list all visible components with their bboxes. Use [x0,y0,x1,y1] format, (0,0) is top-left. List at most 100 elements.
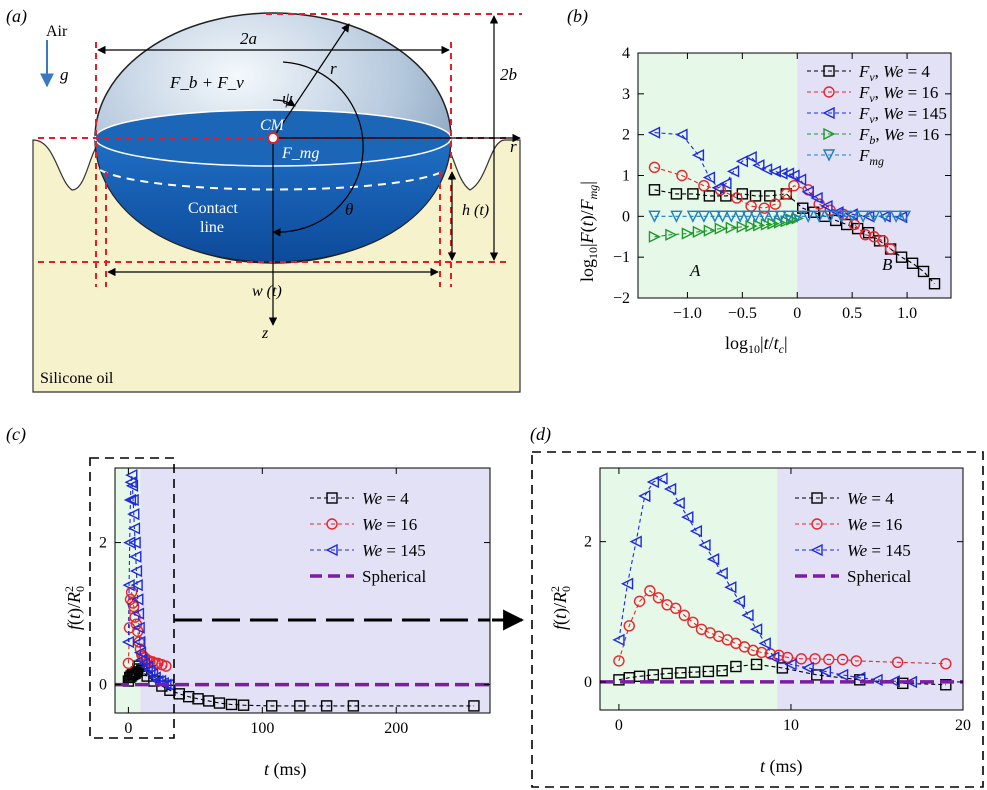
data-point [744,150,757,164]
data-point [665,228,678,241]
data-point [133,635,146,649]
data-point [192,693,204,705]
legend-marker [822,149,836,162]
data-point [647,126,661,139]
data-point [714,222,727,235]
data-point [870,673,883,686]
data-point [629,535,642,548]
data-point [678,609,690,622]
legend-marker [822,106,835,120]
b-ylabel: log10|F(t)/Fmg| [577,181,600,282]
data-point [633,595,646,607]
data-point [203,695,215,707]
data-point [887,675,900,688]
data-point [648,184,661,196]
data-point [734,210,747,223]
data-point [698,180,710,192]
data-point [689,524,703,538]
data-point [633,670,646,683]
legend-item-2: We = 16 [795,515,902,534]
legend-marker [810,543,823,557]
legend-item-3: We = 145 [310,541,426,560]
x-tick-label: 0 [793,305,801,322]
data-point [776,662,789,674]
legend-label: We = 145 [847,541,911,560]
data-point [853,671,866,684]
x-tick-label: 0 [124,720,132,737]
data-point [131,593,144,606]
series-3 [121,468,175,691]
data-point [160,660,172,672]
data-point [824,210,837,223]
data-point [758,202,770,214]
legend-item-3: We = 145 [795,541,911,560]
data-point [813,210,826,223]
data-point [788,180,800,192]
data-point [663,482,677,496]
data-point [294,700,306,712]
legend-label: We = 4 [362,489,409,508]
data-point [697,210,711,223]
data-point [131,607,145,620]
data-point [850,655,863,667]
data-point [623,620,635,632]
series-3 [612,472,918,689]
data-point [780,188,792,200]
panel-a-label: (a) [6,6,27,27]
legend-item-4: Spherical [310,567,426,586]
data-point [126,493,139,507]
data-point [820,199,833,213]
data-point [835,210,848,223]
data-point [898,210,912,223]
radius-vector [272,23,350,139]
data-point [859,229,872,241]
data-point [687,188,699,200]
data-point [681,510,694,524]
y-tick-label: 0 [99,677,107,694]
data-point [646,475,660,489]
data-point [836,653,849,666]
data-point [793,173,807,186]
data-point [237,699,250,711]
label-line: line [200,219,224,236]
legend-label: We = 16 [362,515,417,534]
legend-marker [325,543,338,557]
data-point [122,579,135,592]
data-point [736,220,749,234]
legend-item-2: We = 16 [310,515,417,534]
psi-arc [272,98,296,107]
data-point [133,646,147,659]
legend-marker [326,492,338,504]
data-point [775,167,788,180]
y-tick-label: 3 [622,86,630,103]
data-point [725,210,738,223]
data-point [716,210,729,223]
label-silicone-oil: Silicone oil [40,370,114,387]
x-tick-label: −1.0 [673,305,702,322]
data-point [724,581,737,594]
background-region-1 [600,468,778,710]
data-point [725,221,738,234]
background-region-2 [797,53,951,298]
data-point [129,667,141,679]
data-point [878,210,892,223]
y-tick-label: −2 [613,290,630,307]
panel-d-label: (d) [530,424,551,445]
panel-b-chart: (b) −1.0 −0.5 0 0.5 1.0 −2 −1 0 1 2 3 4 A B log10|t… [567,6,952,356]
y-tick-label: 1 [622,168,630,185]
series-line [654,166,892,250]
data-point [129,550,142,563]
data-point [162,678,175,691]
data-point [906,257,919,269]
panel-c-label: (c) [6,424,26,445]
data-point [127,508,140,521]
legend-label: We = 16 [847,515,902,534]
c-xlabel: t (ms) [264,759,307,780]
data-point [848,218,861,231]
x-tick-label: 0.5 [842,305,862,322]
data-point [672,496,685,510]
data-point [877,235,889,247]
data-point [702,171,716,184]
legend-item-5: Fmg [807,146,884,168]
data-point [706,553,720,566]
